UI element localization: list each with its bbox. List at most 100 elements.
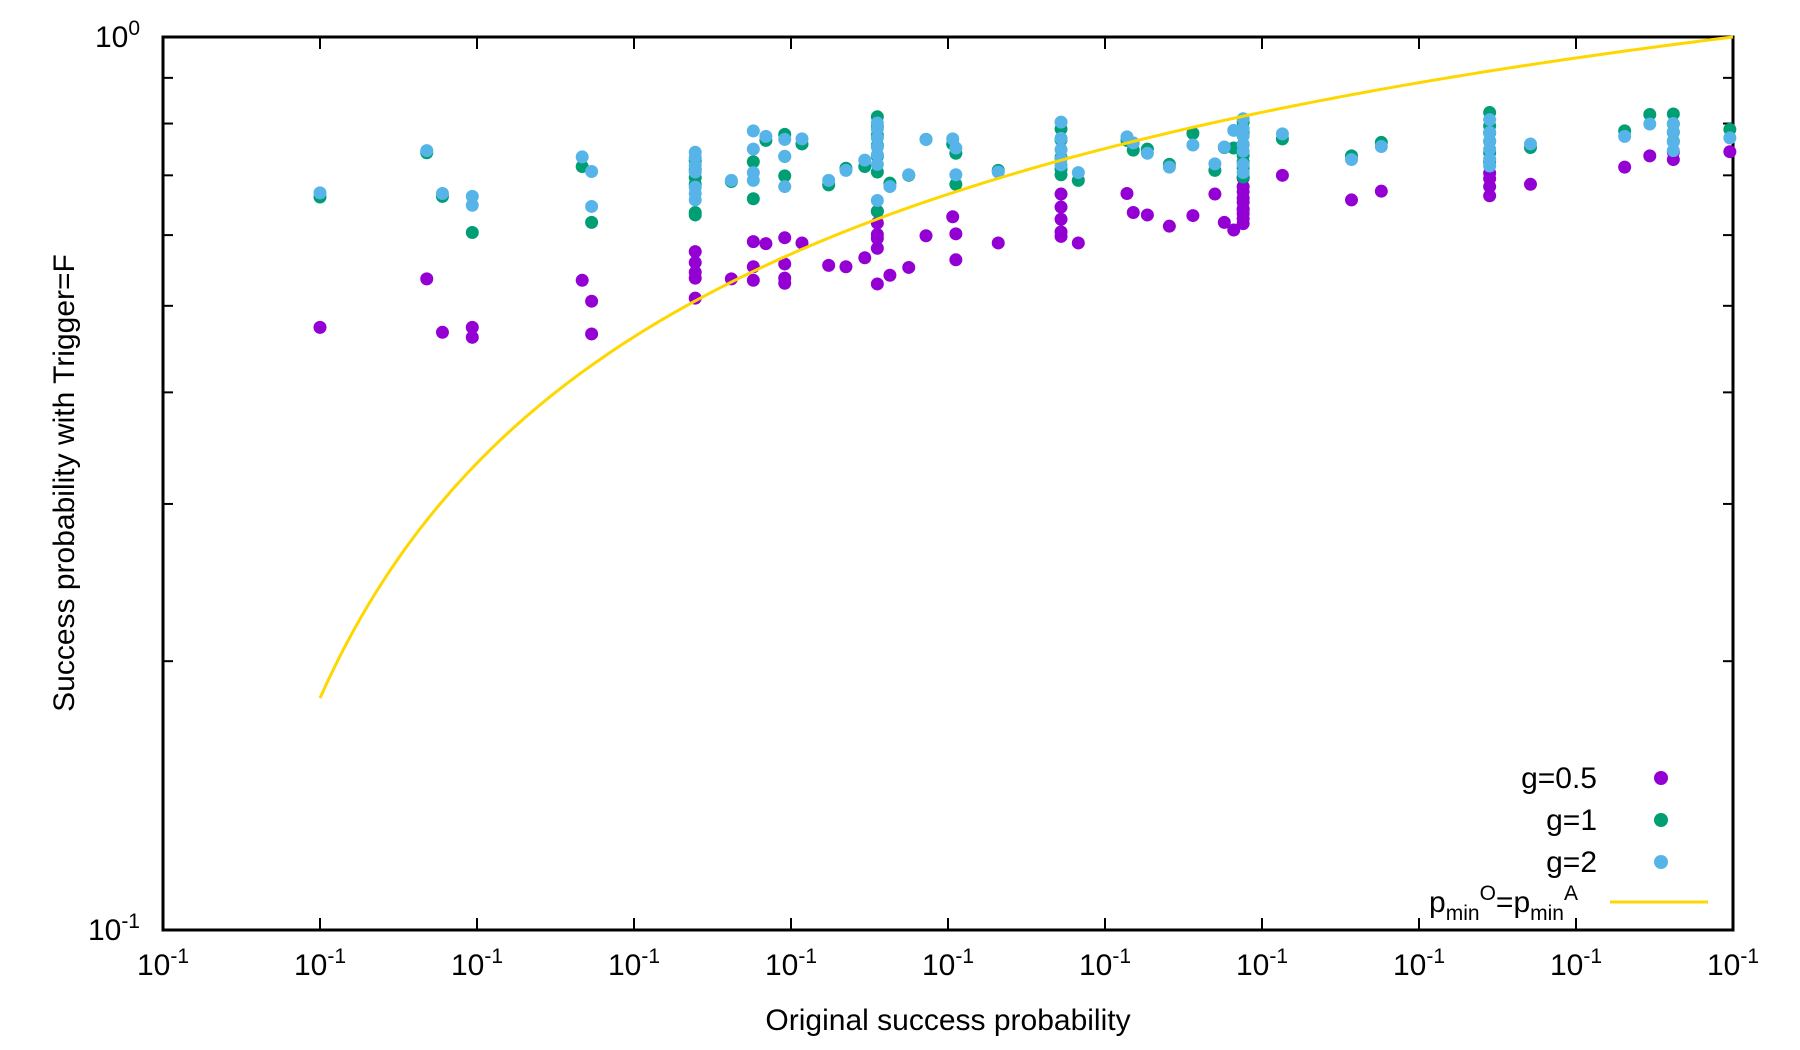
data-point <box>949 168 963 182</box>
data-point <box>435 325 449 339</box>
data-point <box>839 163 853 177</box>
data-point <box>822 258 836 272</box>
data-point <box>1140 146 1154 160</box>
data-point <box>465 330 479 344</box>
data-point <box>575 273 589 287</box>
data-point <box>1618 160 1632 174</box>
data-point <box>1054 168 1068 182</box>
data-point <box>1208 187 1222 201</box>
data-point <box>919 229 933 243</box>
data-point <box>839 260 853 274</box>
data-point <box>1054 143 1068 157</box>
data-point <box>1054 200 1068 214</box>
data-point <box>1666 144 1680 158</box>
data-point <box>1186 138 1200 152</box>
y-tick-label: 10-1 <box>88 910 140 947</box>
data-point <box>778 180 792 194</box>
y-tick-label: 100 <box>95 17 140 54</box>
data-point <box>902 260 916 274</box>
data-point <box>858 153 872 167</box>
data-point <box>822 173 836 187</box>
y-axis-title: Success probability with Trigger=F <box>48 254 81 712</box>
data-point <box>1071 166 1085 180</box>
data-point <box>1344 193 1358 207</box>
data-point <box>902 168 916 182</box>
data-point <box>465 198 479 212</box>
data-point <box>870 204 884 218</box>
series-g=2 <box>313 112 1737 213</box>
data-point <box>1236 217 1250 231</box>
data-point <box>870 122 884 136</box>
data-point <box>585 164 599 178</box>
data-point <box>465 320 479 334</box>
data-point <box>465 226 479 240</box>
data-point <box>1186 126 1200 140</box>
series-g=0.5 <box>313 145 1737 344</box>
data-point <box>778 169 792 183</box>
data-point <box>949 253 963 267</box>
data-point <box>435 186 449 200</box>
data-point <box>1523 137 1537 151</box>
data-point <box>1054 212 1068 226</box>
x-tick-label: 10-1 <box>1707 945 1759 982</box>
data-point <box>778 231 792 245</box>
data-point <box>1140 208 1154 222</box>
data-point <box>313 186 327 200</box>
data-point <box>919 132 933 146</box>
data-point <box>1666 125 1680 139</box>
data-point <box>1374 140 1388 154</box>
data-point <box>946 210 960 224</box>
data-point <box>870 241 884 255</box>
x-tick-label: 10-1 <box>608 945 660 982</box>
data-point <box>1236 144 1250 158</box>
data-point <box>1275 127 1289 141</box>
legend-label: g=0.5 <box>1521 762 1597 795</box>
data-point <box>1217 215 1231 229</box>
data-point <box>1217 140 1231 154</box>
data-point <box>1071 236 1085 250</box>
data-point <box>1054 131 1068 145</box>
data-point <box>1643 107 1657 121</box>
data-point <box>746 192 760 206</box>
data-point <box>688 193 702 207</box>
data-point <box>1126 206 1140 220</box>
x-tick-label: 10-1 <box>1079 945 1131 982</box>
data-point <box>1523 177 1537 191</box>
data-point <box>991 165 1005 179</box>
data-point <box>759 237 773 251</box>
data-point <box>1120 186 1134 200</box>
data-point <box>1643 149 1657 163</box>
data-point <box>778 276 792 290</box>
data-point <box>1483 142 1497 156</box>
legend-label: g=2 <box>1546 846 1597 879</box>
data-point <box>688 165 702 179</box>
data-point <box>795 132 809 146</box>
data-point <box>1236 129 1250 143</box>
data-point <box>949 227 963 241</box>
data-point <box>420 272 434 286</box>
legend-swatch-marker <box>1654 813 1668 827</box>
data-point <box>870 131 884 145</box>
data-point <box>883 180 897 194</box>
data-point <box>1483 172 1497 186</box>
x-tick-label: 10-1 <box>451 945 503 982</box>
data-point <box>1666 107 1680 121</box>
x-tick-label: 10-1 <box>1550 945 1602 982</box>
data-point <box>1666 153 1680 167</box>
data-point <box>313 320 327 334</box>
data-point <box>1483 113 1497 127</box>
data-point <box>870 157 884 171</box>
data-point <box>1208 157 1222 171</box>
data-point <box>1054 187 1068 201</box>
x-axis-ticks: 10-1 10-1 10-1 10-1 10-1 10-1 10-1 10-1 10-1 10-1… <box>137 37 1759 982</box>
data-point <box>795 236 809 250</box>
data-point <box>420 144 434 158</box>
series-layer <box>313 35 1737 699</box>
data-point <box>1723 145 1737 159</box>
plot-frame <box>161 35 1735 932</box>
data-point <box>585 294 599 308</box>
x-tick-label: 10-1 <box>137 945 189 982</box>
data-point <box>870 277 884 291</box>
data-point <box>1483 159 1497 173</box>
data-point <box>1618 129 1632 143</box>
